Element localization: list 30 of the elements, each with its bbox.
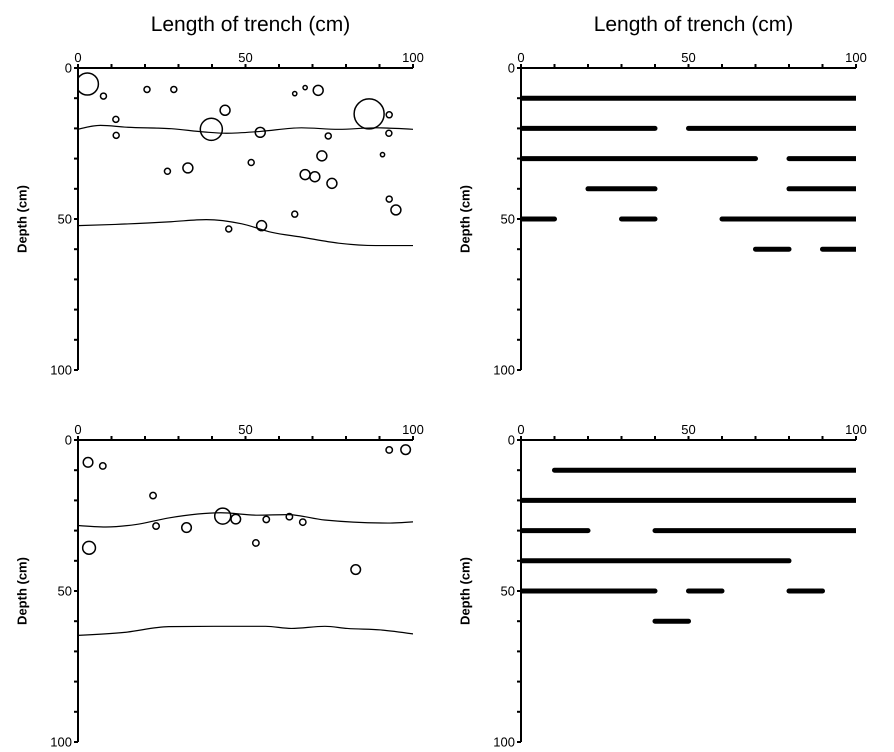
x-tick-label: 50 — [238, 422, 253, 437]
y-axis-title: Depth (cm) — [14, 185, 30, 253]
y-tick-label: 100 — [50, 362, 72, 378]
x-tick-label: 100 — [845, 422, 867, 437]
y-tick-label: 50 — [500, 212, 515, 227]
x-axis-title: Length of trench (cm) — [150, 12, 352, 38]
x-axis-title: Length of trench (cm) — [592, 12, 794, 38]
x-tick-label: 0 — [74, 50, 82, 65]
x-tick-label: 50 — [681, 422, 696, 437]
x-tick-label: 50 — [681, 50, 696, 65]
x-tick-label: 0 — [74, 422, 82, 437]
x-tick-label: 50 — [238, 50, 253, 65]
y-tick-label: 100 — [493, 362, 515, 378]
y-tick-label: 100 — [50, 734, 72, 750]
x-tick-label: 100 — [402, 50, 424, 65]
y-axis-title: Depth (cm) — [458, 185, 473, 253]
y-tick-label: 0 — [64, 432, 72, 448]
y-tick-label: 0 — [508, 60, 515, 76]
x-tick-label: 100 — [402, 422, 424, 437]
x-tick-label: 100 — [845, 50, 867, 65]
y-tick-label: 50 — [500, 584, 515, 599]
y-axis-title: Depth (cm) — [458, 557, 473, 625]
y-tick-label: 0 — [508, 432, 515, 448]
y-tick-label: 100 — [493, 734, 515, 750]
y-tick-label: 0 — [64, 60, 72, 76]
y-tick-label: 50 — [58, 212, 72, 227]
x-tick-label: 0 — [517, 422, 525, 437]
y-axis-title: Depth (cm) — [14, 557, 30, 625]
x-tick-label: 0 — [517, 50, 525, 65]
y-tick-label: 50 — [58, 584, 72, 599]
